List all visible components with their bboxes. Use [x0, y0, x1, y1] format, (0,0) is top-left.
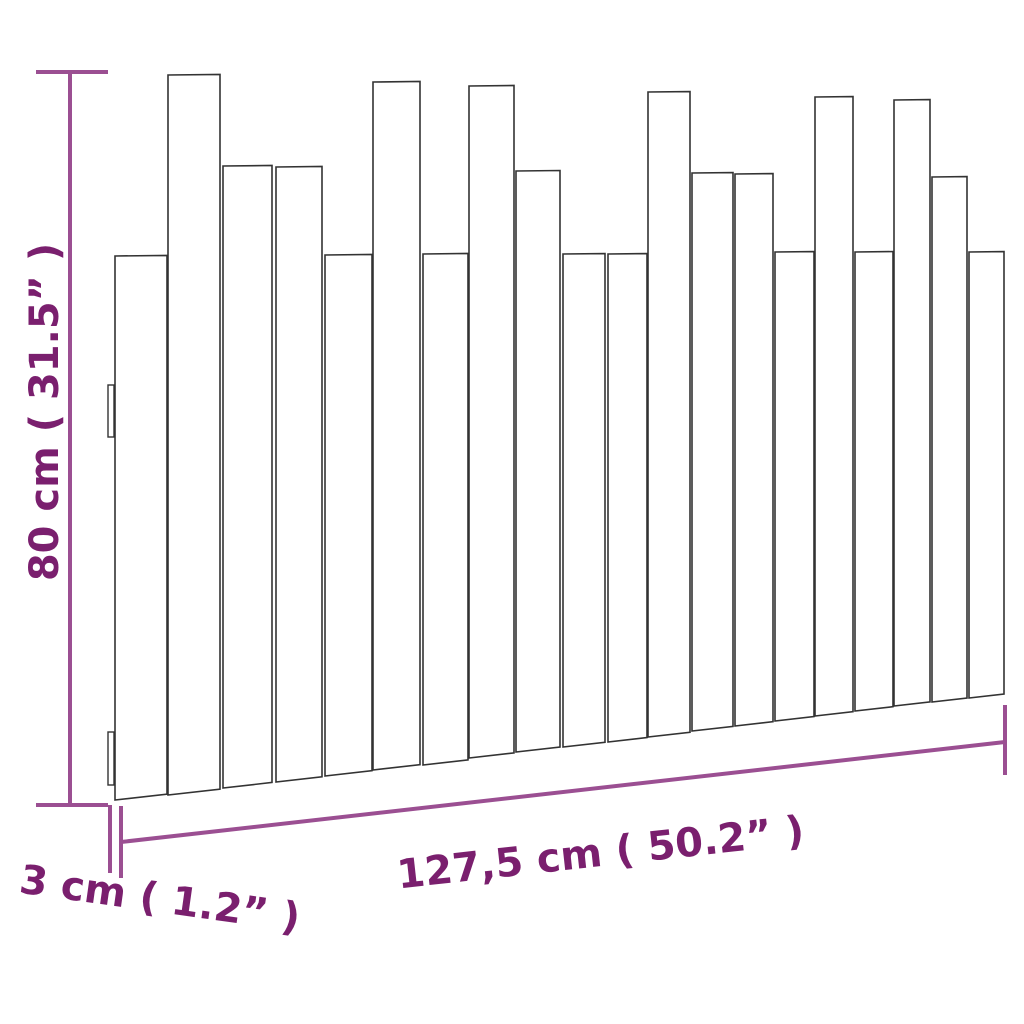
plank — [734, 172, 774, 727]
plank — [114, 254, 168, 801]
plank — [324, 253, 373, 777]
plank — [931, 175, 968, 703]
plank — [607, 252, 648, 743]
width-label: 127,5 cm ( 50.2” ) — [395, 808, 807, 899]
plank — [854, 250, 894, 712]
plank — [422, 252, 469, 766]
height-dimension: 80 cm ( 31.5” ) — [22, 70, 108, 807]
side-edge — [107, 384, 115, 438]
plank — [562, 252, 606, 748]
plank — [968, 250, 1005, 699]
height-label: 80 cm ( 31.5” ) — [22, 243, 68, 581]
plank — [774, 250, 815, 722]
plank — [647, 90, 691, 738]
plank — [167, 73, 221, 796]
depth-label: 3 cm ( 1.2” ) — [17, 857, 303, 942]
side-edge — [107, 731, 115, 786]
plank — [372, 80, 421, 771]
plank — [515, 169, 561, 753]
plank — [691, 171, 734, 732]
plank — [468, 84, 515, 759]
plank — [814, 95, 854, 717]
plank — [222, 164, 273, 789]
plank — [275, 165, 323, 783]
plank — [893, 98, 931, 707]
headboard-drawing — [107, 73, 1005, 801]
